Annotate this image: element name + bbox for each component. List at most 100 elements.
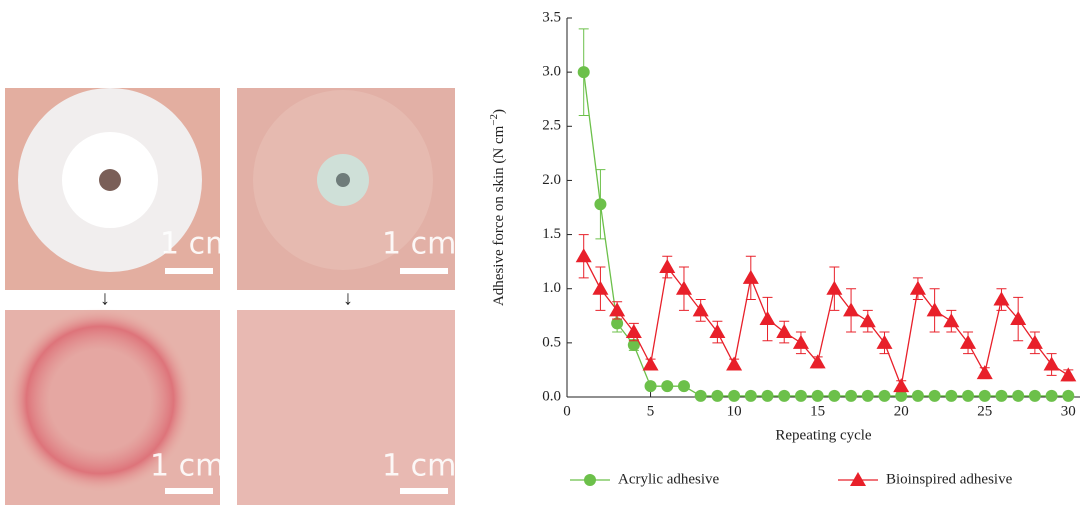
marker xyxy=(761,389,774,402)
scale-label: 1 cm xyxy=(382,227,456,262)
scale-label: 1 cm xyxy=(382,449,456,484)
x-axis-label: Repeating cycle xyxy=(775,427,872,443)
marker xyxy=(1026,334,1043,349)
marker xyxy=(794,389,807,402)
marker xyxy=(995,389,1008,402)
x-tick-label: 5 xyxy=(647,403,655,419)
x-tick-label: 20 xyxy=(894,403,909,419)
rash xyxy=(8,308,192,492)
marker xyxy=(911,389,924,402)
marker xyxy=(1012,389,1025,402)
marker xyxy=(943,313,960,328)
marker xyxy=(792,334,809,349)
marker xyxy=(960,334,977,349)
scale-bar xyxy=(165,488,213,494)
y-tick-label: 3.5 xyxy=(542,9,561,25)
marker xyxy=(1043,356,1060,371)
marker xyxy=(1010,311,1027,326)
y-tick-label: 1.0 xyxy=(542,280,561,296)
y-tick-label: 0.0 xyxy=(542,388,561,404)
arrow: ↓ xyxy=(100,288,110,310)
x-tick-label: 15 xyxy=(810,403,825,419)
marker xyxy=(876,334,893,349)
marker xyxy=(642,356,659,371)
y-label-sup: −2 xyxy=(488,114,500,126)
legend-label: Bioinspired adhesive xyxy=(886,471,1013,487)
arrow: ↓ xyxy=(343,288,353,310)
marker xyxy=(962,389,975,402)
marker xyxy=(694,389,707,402)
marker xyxy=(692,302,709,317)
scale-label: 1 cm xyxy=(150,449,224,484)
y-tick-label: 3.0 xyxy=(542,64,561,80)
y-tick-label: 2.5 xyxy=(542,118,561,134)
marker xyxy=(742,269,759,284)
series-line xyxy=(583,255,1069,389)
scale-bar xyxy=(400,488,448,494)
scale-label: 1 cm xyxy=(160,227,234,262)
series-line xyxy=(583,72,1069,397)
scale-bar xyxy=(400,268,448,274)
marker xyxy=(675,280,692,295)
electrode xyxy=(99,169,121,191)
x-tick-label: 10 xyxy=(727,403,742,419)
marker xyxy=(677,380,690,393)
marker xyxy=(759,311,776,326)
marker xyxy=(978,389,991,402)
x-tick-label: 0 xyxy=(563,403,571,419)
marker xyxy=(993,291,1010,306)
x-tick-label: 30 xyxy=(1061,403,1076,419)
marker xyxy=(809,354,826,369)
legend-label: Acrylic adhesive xyxy=(618,471,720,487)
marker xyxy=(726,356,743,371)
marker xyxy=(1060,367,1077,382)
marker xyxy=(826,280,843,295)
photo xyxy=(237,310,455,505)
photos: 1 cm 1 cm ↓ ↓ 1 cm 1 cm xyxy=(5,88,456,505)
y-label-suffix: ) xyxy=(491,109,507,114)
x-tick-label: 25 xyxy=(977,403,992,419)
y-axis-label: Adhesive force on skin (N cm−2) xyxy=(488,109,508,306)
marker xyxy=(594,198,607,211)
marker xyxy=(627,339,640,352)
marker xyxy=(859,313,876,328)
marker xyxy=(625,324,642,339)
marker xyxy=(926,302,943,317)
marker xyxy=(661,380,674,393)
marker xyxy=(976,365,993,380)
marker xyxy=(893,378,910,393)
scale-bar xyxy=(165,268,213,274)
marker xyxy=(744,389,757,402)
marker xyxy=(728,389,741,402)
marker xyxy=(584,474,596,486)
marker xyxy=(776,324,793,339)
y-label-text: Adhesive force on skin (N cm xyxy=(491,125,507,306)
marker xyxy=(709,324,726,339)
electrode xyxy=(336,173,350,187)
marker xyxy=(845,389,858,402)
marker xyxy=(659,259,676,274)
marker xyxy=(850,472,866,486)
marker xyxy=(861,389,874,402)
marker xyxy=(878,389,891,402)
marker xyxy=(644,380,657,393)
marker xyxy=(577,66,590,79)
marker xyxy=(778,389,791,402)
y-tick-label: 0.5 xyxy=(542,334,561,350)
marker xyxy=(828,389,841,402)
marker xyxy=(575,248,592,263)
marker xyxy=(895,389,908,402)
marker xyxy=(592,280,609,295)
marker xyxy=(945,389,958,402)
marker xyxy=(611,317,624,330)
marker xyxy=(1062,389,1075,402)
marker xyxy=(909,280,926,295)
marker xyxy=(1028,389,1041,402)
marker xyxy=(928,389,941,402)
y-tick-label: 2.0 xyxy=(542,172,561,188)
marker xyxy=(843,302,860,317)
marker xyxy=(1045,389,1058,402)
marker xyxy=(811,389,824,402)
marker xyxy=(711,389,724,402)
